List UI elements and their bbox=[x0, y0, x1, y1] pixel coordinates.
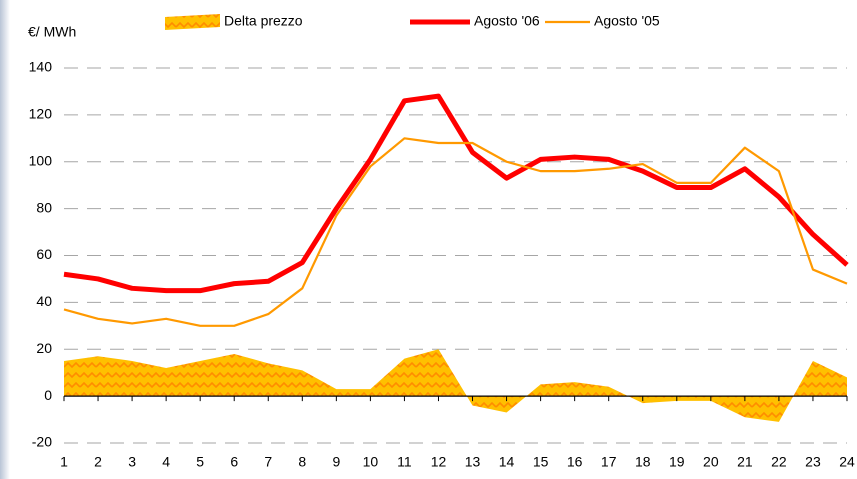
y-tick-label: 100 bbox=[29, 152, 53, 168]
x-tick-label: 8 bbox=[298, 454, 306, 470]
y-tick-label: 0 bbox=[44, 387, 52, 403]
x-tick-label: 18 bbox=[635, 454, 651, 470]
x-tick-label: 14 bbox=[499, 454, 515, 470]
x-tick-label: 22 bbox=[771, 454, 787, 470]
y-tick-label: 20 bbox=[36, 340, 52, 356]
x-tick-label: 4 bbox=[162, 454, 170, 470]
legend-label: Delta prezzo bbox=[224, 13, 303, 29]
x-tick-label: 2 bbox=[94, 454, 102, 470]
x-tick-label: 24 bbox=[839, 454, 855, 470]
y-tick-label: -20 bbox=[32, 434, 52, 450]
y-tick-label: 140 bbox=[29, 59, 53, 75]
x-tick-label: 13 bbox=[465, 454, 481, 470]
legend-label: Agosto '06 bbox=[474, 13, 540, 29]
x-tick-label: 12 bbox=[431, 454, 447, 470]
x-tick-label: 7 bbox=[264, 454, 272, 470]
x-tick-label: 20 bbox=[703, 454, 719, 470]
x-tick-label: 23 bbox=[805, 454, 821, 470]
x-tick-label: 3 bbox=[128, 454, 136, 470]
x-tick-label: 6 bbox=[230, 454, 238, 470]
x-tick-label: 21 bbox=[737, 454, 753, 470]
legend-swatch bbox=[165, 14, 220, 30]
x-tick-label: 10 bbox=[363, 454, 379, 470]
frame-edge bbox=[0, 0, 10, 479]
y-tick-label: 120 bbox=[29, 106, 53, 122]
delta-area bbox=[64, 349, 847, 422]
x-tick-label: 11 bbox=[397, 454, 412, 470]
x-tick-label: 19 bbox=[669, 454, 685, 470]
y-tick-label: 80 bbox=[36, 199, 52, 215]
x-tick-label: 15 bbox=[533, 454, 549, 470]
x-tick-label: 9 bbox=[332, 454, 340, 470]
y-tick-label: 60 bbox=[36, 246, 52, 262]
x-tick-label: 16 bbox=[567, 454, 583, 470]
legend: Delta prezzo Agosto '06 Agosto '05 bbox=[165, 13, 660, 30]
y-tick-label: 40 bbox=[36, 293, 52, 309]
series-line bbox=[63, 93, 849, 294]
x-tick-label: 17 bbox=[601, 454, 617, 470]
x-tick-label: 1 bbox=[60, 454, 68, 470]
x-tick-label: 5 bbox=[196, 454, 204, 470]
series-line bbox=[63, 137, 848, 327]
y-axis-label: €/ MWh bbox=[28, 24, 76, 40]
legend-label: Agosto '05 bbox=[594, 13, 660, 29]
